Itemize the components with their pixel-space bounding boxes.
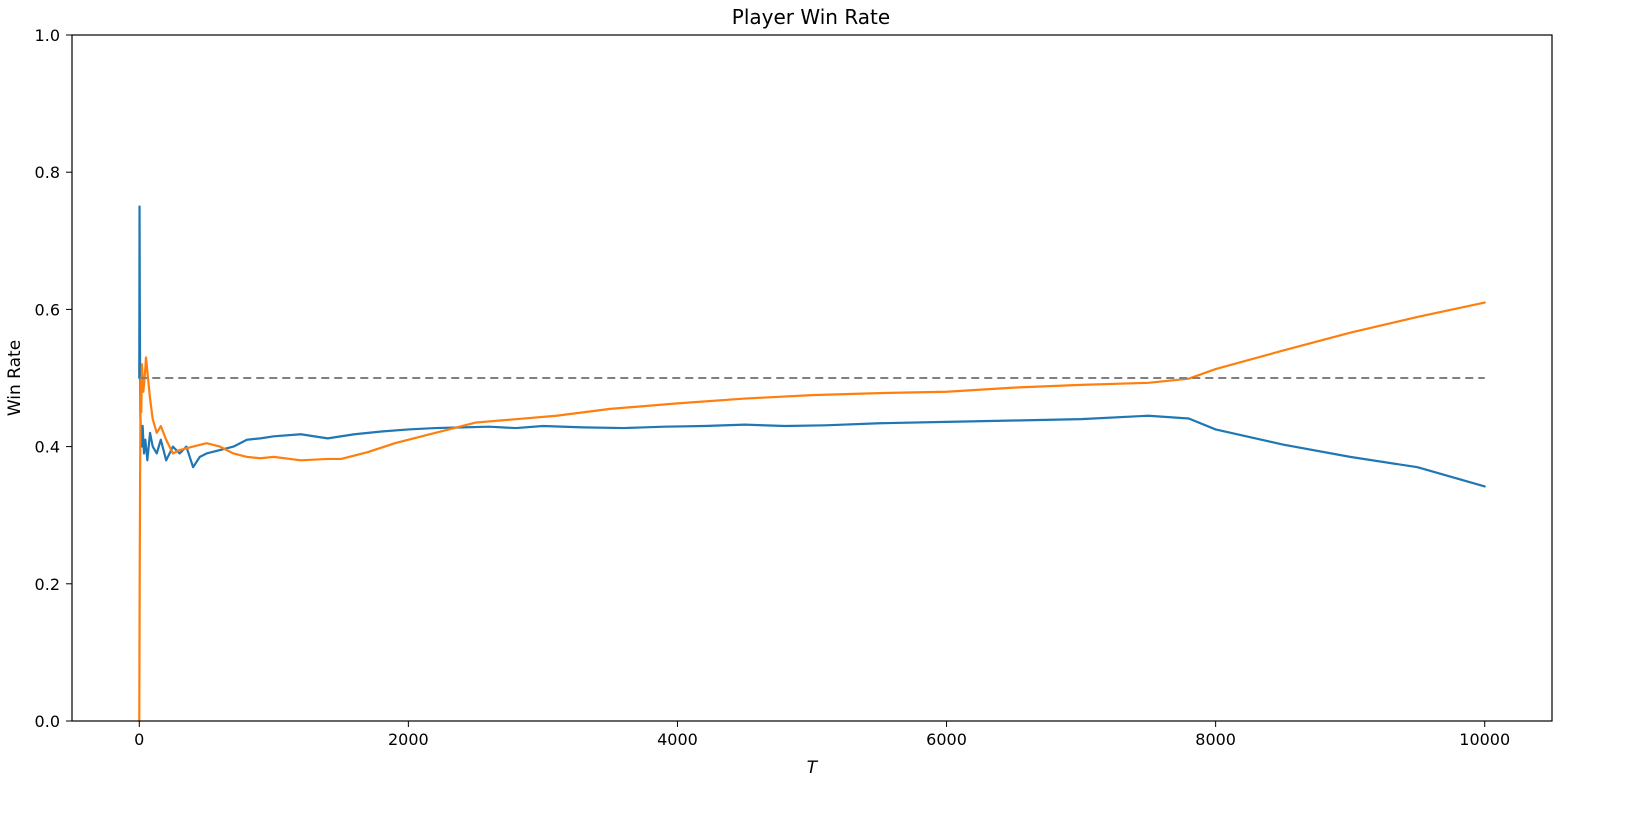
x-axis-label: T: [807, 758, 819, 778]
series-line-1: [138, 205, 1486, 488]
y-axis-ticks: 0.0 0.2 0.4 0.6 0.8 1.0: [35, 26, 72, 731]
series-line-2: [138, 301, 1486, 723]
x-tick-label: 8000: [1195, 730, 1236, 749]
y-tick-label: 0.0: [35, 712, 60, 731]
y-tick-label: 0.8: [35, 163, 60, 182]
x-tick-label: 2000: [388, 730, 429, 749]
y-tick-label: 0.4: [35, 438, 60, 457]
x-tick-label: 6000: [926, 730, 967, 749]
plot-frame: [71, 34, 1553, 722]
chart-title: Player Win Rate: [732, 5, 890, 29]
y-tick-label: 0.2: [35, 575, 60, 594]
x-tick-label: 4000: [657, 730, 698, 749]
y-tick-label: 0.6: [35, 300, 60, 319]
x-tick-label: 10000: [1459, 730, 1510, 749]
y-axis-label: Win Rate: [5, 340, 25, 416]
y-tick-label: 1.0: [35, 26, 60, 45]
x-axis-ticks: 0 2000 4000 6000 8000 10000: [134, 721, 1510, 749]
plot-series-group: [138, 205, 1486, 723]
x-tick-label: 0: [134, 730, 144, 749]
